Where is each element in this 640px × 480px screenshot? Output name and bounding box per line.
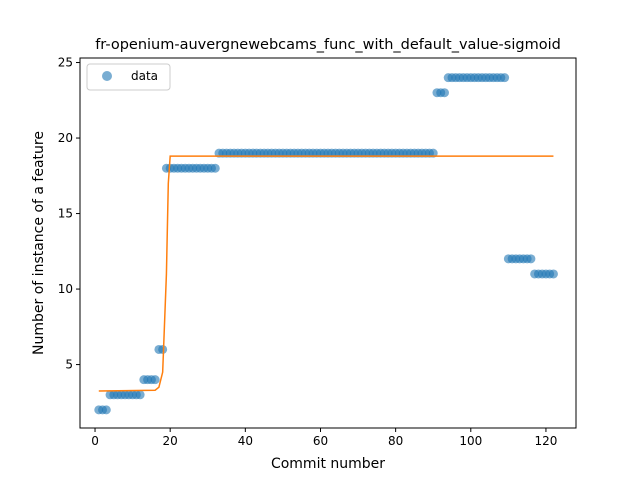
data-point: [101, 405, 111, 415]
y-tick-label: 15: [58, 207, 73, 221]
data-point: [158, 344, 168, 354]
y-tick-label: 20: [58, 131, 73, 145]
x-tick-label: 100: [459, 434, 482, 448]
data-point: [428, 148, 438, 158]
x-tick-label: 40: [238, 434, 253, 448]
y-tick-label: 5: [65, 358, 73, 372]
data-point: [439, 88, 449, 98]
data-point: [526, 254, 536, 264]
data-point: [500, 73, 510, 83]
x-tick-label: 80: [388, 434, 403, 448]
legend-label-data: data: [131, 69, 158, 83]
y-tick-label: 25: [58, 56, 73, 70]
legend: data: [86, 63, 171, 91]
y-axis-title: Number of instance of a feature: [31, 131, 47, 355]
data-point: [150, 375, 160, 385]
y-tick-label: 10: [58, 282, 73, 296]
x-tick-label: 0: [91, 434, 99, 448]
axes-frame: [79, 57, 577, 429]
x-axis: 0 20 40 60 80 100 120: [91, 428, 557, 448]
data-point: [210, 163, 220, 173]
x-tick-label: 60: [313, 434, 328, 448]
legend-box: [86, 63, 171, 91]
x-tick-label: 20: [163, 434, 178, 448]
x-axis-title: Commit number: [271, 456, 385, 472]
x-tick-label: 120: [534, 434, 557, 448]
data-point: [135, 390, 145, 400]
data-point: [548, 269, 558, 279]
y-axis: 5 10 15 20 25: [58, 56, 80, 372]
legend-marker: [102, 71, 112, 81]
sigmoid-fit-line: [98, 155, 554, 392]
chart-title: fr-openium-auvergnewebcams_func_with_def…: [95, 37, 561, 53]
plot-area: [94, 73, 558, 415]
